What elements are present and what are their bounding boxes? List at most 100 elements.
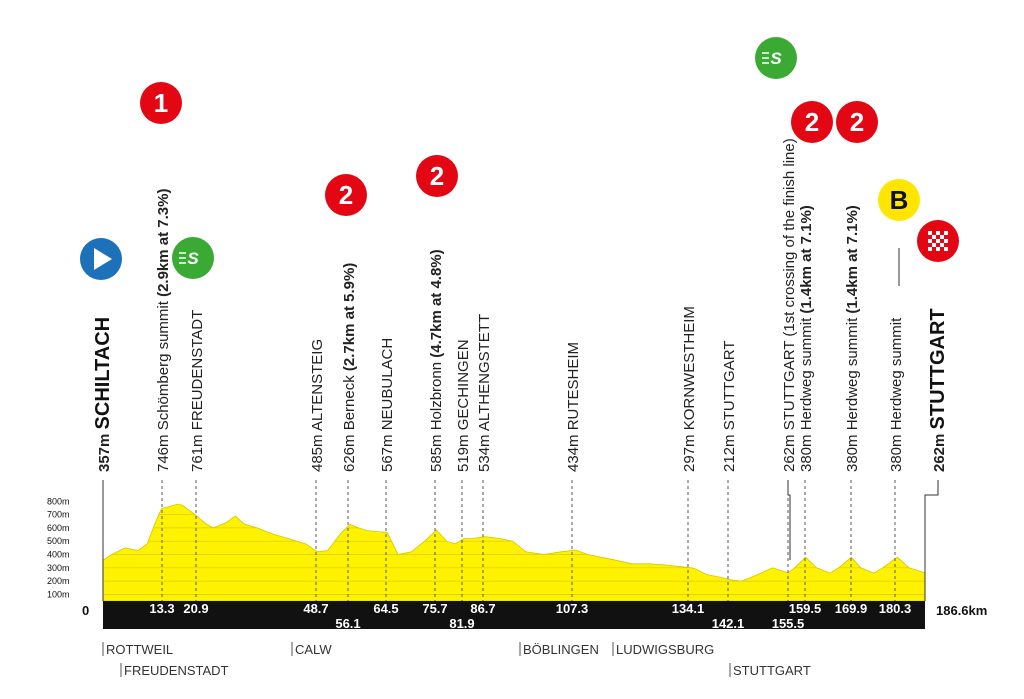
distance-bar (103, 601, 925, 629)
km-label: 56.1 (335, 616, 360, 631)
checker-square (940, 235, 944, 239)
point-label: 626m Berneck (2.7km at 5.9%) (341, 263, 358, 472)
sprint-icon-circle (172, 237, 214, 279)
point-name: ALTENSTEIG (309, 339, 326, 431)
play-triangle (94, 248, 112, 270)
point-label: 262m STUTTGART (1st crossing of the fini… (781, 138, 798, 472)
point-name: Berneck (341, 371, 358, 430)
km-label: 13.3 (149, 601, 174, 616)
point-detail: (4.7km at 4.8%) (428, 249, 445, 357)
checker-square (936, 231, 940, 235)
point-name: STUTTGART (927, 308, 949, 429)
y-tick-label: 200m (47, 576, 70, 586)
point-label: 262m STUTTGART (927, 308, 949, 472)
start-icon (80, 238, 122, 280)
point-altitude: 434m (565, 430, 582, 472)
km-label: 20.9 (183, 601, 208, 616)
y-tick-label: 600m (47, 523, 70, 533)
km-label: 64.5 (373, 601, 398, 616)
point-label: 585m Holzbronn (4.7km at 4.8%) (428, 249, 445, 472)
point-altitude: 626m (341, 430, 358, 472)
km-label: 159.5 (789, 601, 822, 616)
checker-square (928, 247, 932, 251)
y-tick-label: 700m (47, 510, 70, 520)
sprint-icon-circle (755, 37, 797, 79)
point-altitude: 534m (476, 431, 493, 472)
checker-square (944, 231, 948, 235)
checker-square (944, 247, 948, 251)
point-altitude: 262m (781, 430, 798, 472)
point-name: Holzbronn (428, 358, 445, 431)
climb-icon: 1 (140, 82, 182, 124)
sprint-icon: S (172, 237, 214, 279)
point-label: 297m KORNWESTHEIM (681, 306, 698, 472)
point-label: 761m FREUDENSTADT (189, 310, 206, 472)
checker-square (940, 243, 944, 247)
point-label: 434m RUTESHEIM (565, 342, 582, 472)
climb-icon-circle (325, 174, 367, 216)
point-altitude: 585m (428, 430, 445, 472)
point-label: 380m Herdweg summit (1.4km at 7.1%) (798, 205, 815, 472)
km-label: 180.3 (879, 601, 912, 616)
y-tick-label: 100m (47, 589, 70, 599)
point-name: Herdweg summit (844, 314, 861, 431)
checker-square (928, 231, 932, 235)
icon-label: 1 (154, 88, 168, 118)
point-altitude: 485m (309, 431, 326, 472)
y-tick-label: 400m (47, 550, 70, 560)
point-altitude: 746m (155, 430, 172, 472)
y-tick-label: 800m (47, 496, 70, 506)
point-altitude: 357m (96, 429, 113, 472)
icon-label: B (890, 185, 909, 215)
point-name: ALTHENGSTETT (476, 314, 493, 431)
point-label: 380m Herdweg summit (888, 317, 905, 472)
icon-label: 2 (850, 107, 864, 137)
point-altitude: 212m (721, 430, 738, 472)
bonus-link (899, 221, 913, 241)
icon-label: 2 (339, 180, 353, 210)
climb-icon-circle (791, 101, 833, 143)
climb-icon-circle (140, 82, 182, 124)
km-label: 48.7 (303, 601, 328, 616)
km-label: 75.7 (422, 601, 447, 616)
km-label: 169.9 (835, 601, 868, 616)
climb-icon-circle (416, 155, 458, 197)
y-tick-label: 300m (47, 563, 70, 573)
point-altitude: 567m (379, 430, 396, 472)
zero-label: 0 (82, 603, 89, 618)
point-detail: (2.7km at 5.9%) (341, 263, 358, 371)
point-detail: (1.4km at 7.1%) (798, 205, 815, 313)
km-label: 86.7 (470, 601, 495, 616)
point-name: FREUDENSTADT (189, 310, 206, 431)
checker-square (928, 239, 932, 243)
town-label: LUDWIGSBURG (616, 642, 714, 657)
point-label: 485m ALTENSTEIG (309, 339, 326, 472)
point-altitude: 380m (798, 430, 815, 472)
point-name: Schömberg summit (155, 297, 172, 430)
checker-square (944, 239, 948, 243)
point-name: RUTESHEIM (565, 342, 582, 430)
point-name: GECHINGEN (455, 339, 472, 430)
point-name: STUTTGART (721, 341, 738, 431)
km-label: 134.1 (672, 601, 705, 616)
sprint-icon: S (755, 37, 797, 79)
finish-line (924, 480, 939, 601)
town-label: CALW (295, 642, 332, 657)
km-label: 81.9 (449, 616, 474, 631)
crossing-line (787, 480, 791, 560)
icon-label: S (187, 249, 199, 268)
checker-square (936, 247, 940, 251)
point-label: 567m NEUBULACH (379, 338, 396, 472)
point-label: 212m STUTTGART (721, 341, 738, 472)
point-altitude: 380m (888, 430, 905, 472)
town-label: STUTTGART (733, 663, 811, 678)
point-name: SCHILTACH (92, 317, 114, 430)
bonus-icon: B (878, 179, 920, 221)
icon-label: 2 (805, 107, 819, 137)
checker-square (932, 235, 936, 239)
point-name: Herdweg summit (798, 314, 815, 431)
climb-icon: 2 (416, 155, 458, 197)
bonus-icon-circle (878, 179, 920, 221)
point-name: Herdweg summit (888, 317, 905, 430)
